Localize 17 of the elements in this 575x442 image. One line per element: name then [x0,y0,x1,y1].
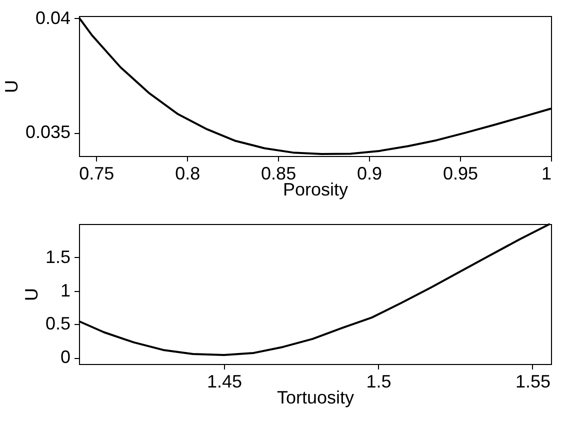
x-tick-label: 0.8 [175,164,200,184]
y-tick-label: 0.5 [45,314,70,334]
y-tick-label: 1.5 [45,246,70,267]
y-tick-label: 0.035 [25,122,70,142]
x-tick-label: 0.75 [79,164,114,184]
x-tick-label: 1.45 [206,372,242,392]
x-tick-label: 1 [541,164,552,184]
x-tick-label: 0.95 [442,164,478,184]
y-tick-label: 1 [60,280,70,300]
y-axis-title: U [1,80,22,93]
x-axis-title: Tortuosity [276,388,354,408]
y-tick-label: 0 [60,347,70,368]
y-tick-label: 0.04 [35,8,70,28]
x-tick-label: 1.5 [366,372,392,392]
x-tick-label: 1.55 [515,372,551,392]
x-tick-label: 0.9 [357,164,382,184]
y-axis-title: U [21,288,42,301]
